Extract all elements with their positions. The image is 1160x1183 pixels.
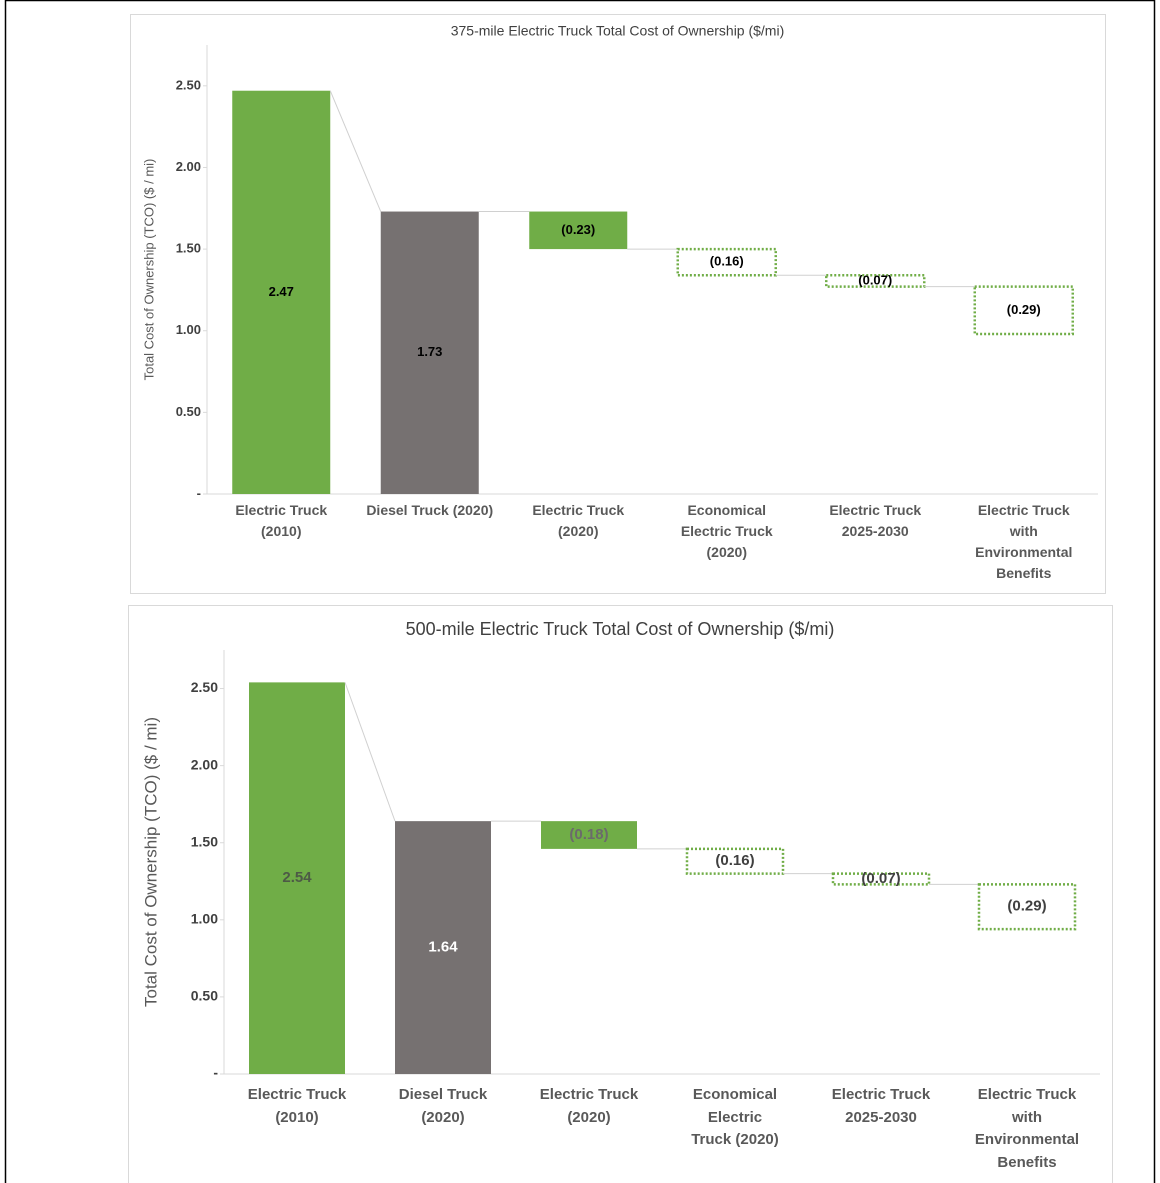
chart-box (128, 605, 1113, 1183)
bar (685, 847, 785, 875)
x-tick-label: Economical Electric Truck (2020) (691, 1086, 779, 1148)
value-label: (0.23) (561, 222, 595, 237)
value-label: (0.18) (569, 826, 608, 843)
value-label: 1.64 (428, 939, 458, 956)
bar (676, 247, 777, 277)
x-tick-label: Electric Truck (2020) (539, 1086, 639, 1126)
x-tick-label: Electric Truck 2025-2030 (831, 1086, 931, 1126)
y-tick-label: 0.50 (176, 404, 201, 419)
x-tick-label: Economical Electric Truck (2020) (680, 502, 773, 560)
y-tick-label: 1.50 (191, 833, 218, 849)
bar (232, 90, 331, 494)
value-label: 2.54 (282, 869, 312, 886)
frame (4, 0, 1156, 1183)
value-label: 2.47 (269, 284, 294, 299)
connector (329, 90, 382, 212)
y-tick-label: 2.00 (176, 159, 201, 174)
y-axis-label: Total Cost of Ownership (TCO) ($ / mi) (141, 159, 156, 381)
chart-title: 375-mile Electric Truck Total Cost of Ow… (451, 23, 785, 39)
chart-box (130, 14, 1106, 594)
y-tick-label: 2.50 (176, 77, 201, 92)
y-tick-label: 2.00 (191, 756, 218, 772)
value-label: (0.07) (858, 272, 892, 287)
bar (977, 883, 1077, 931)
chart-title: 500-mile Electric Truck Total Cost of Ow… (406, 619, 835, 639)
connector (344, 682, 396, 822)
x-tick-label: Electric Truck (2010) (247, 1086, 347, 1126)
x-tick-label: Electric Truck 2025-2030 (829, 502, 922, 539)
x-tick-label: Electric Truck (2020) (532, 502, 625, 539)
y-tick-label: 0.50 (191, 988, 218, 1004)
x-tick-label: Electric Truck with Environmental Benefi… (975, 502, 1073, 581)
y-axis-label: Total Cost of Ownership (TCO) ($ / mi) (141, 717, 160, 1007)
bar (249, 682, 345, 1074)
y-tick-label: 1.00 (176, 322, 201, 337)
bar (825, 273, 926, 288)
x-tick-label: Diesel Truck (2020) (366, 502, 494, 518)
y-tick-label: - (197, 485, 201, 500)
y-tick-label: - (213, 1065, 218, 1081)
bar (541, 821, 637, 849)
y-tick-label: 1.50 (176, 241, 201, 256)
value-label: (0.07) (861, 870, 900, 887)
bar (973, 285, 1074, 336)
bar (529, 211, 628, 250)
x-tick-label: Electric Truck (2010) (235, 502, 328, 539)
value-label: (0.29) (1007, 302, 1041, 317)
value-label: (0.16) (710, 254, 744, 269)
y-tick-label: 1.00 (191, 911, 218, 927)
value-label: (0.16) (715, 852, 754, 869)
bar (831, 872, 931, 886)
x-tick-label: Diesel Truck (2020) (398, 1086, 488, 1126)
bar (395, 821, 491, 1074)
value-label: (0.29) (1007, 898, 1046, 915)
x-tick-label: Electric Truck with Environmental Benefi… (974, 1086, 1080, 1171)
bar (380, 211, 479, 494)
y-tick-label: 2.50 (191, 679, 218, 695)
value-label: 1.73 (417, 344, 442, 359)
